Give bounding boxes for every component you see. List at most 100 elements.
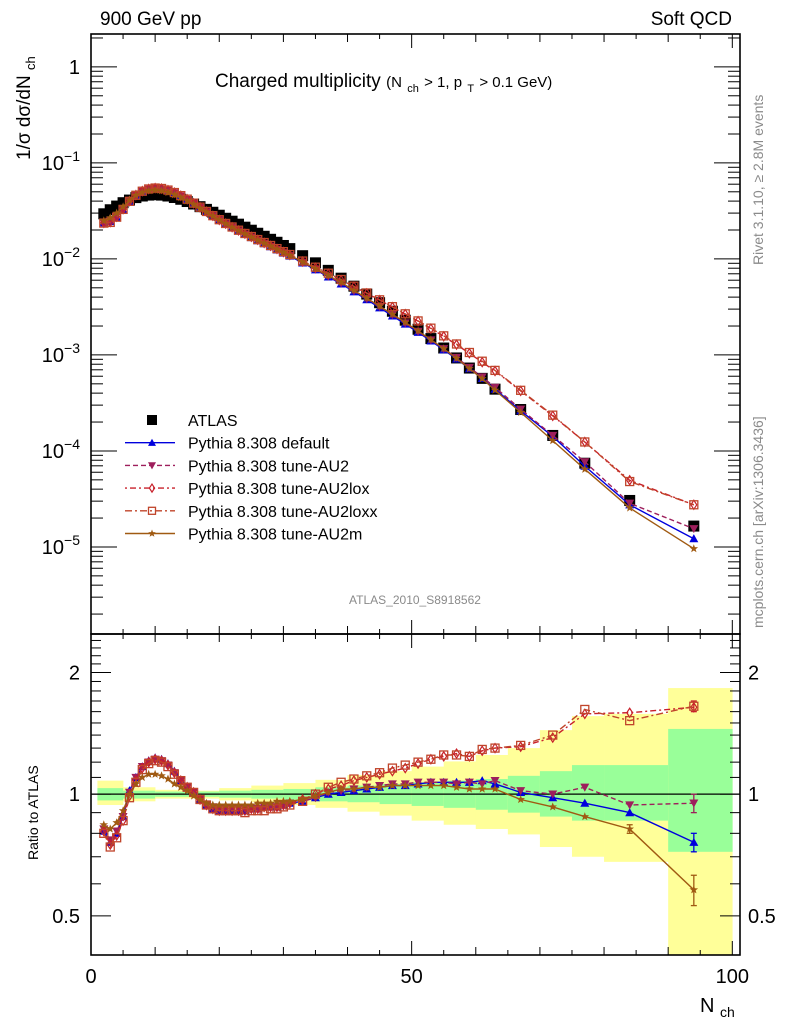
ratio-point — [272, 804, 282, 814]
legend-marker — [148, 529, 156, 537]
x-axis-label: N ch — [700, 995, 735, 1020]
ratio-point — [477, 784, 487, 793]
ratio-point — [374, 768, 385, 778]
data-point — [311, 264, 320, 273]
legend-item: Pythia 8.308 tune-AU2 — [125, 458, 349, 475]
data-point — [388, 309, 397, 318]
data-point — [516, 407, 525, 416]
ratio-point — [349, 784, 359, 793]
data-point — [272, 244, 282, 253]
ratio-point — [208, 800, 218, 809]
chart-title-cut-sub2: T — [467, 83, 474, 95]
data-point — [104, 204, 116, 216]
data-point — [253, 234, 263, 245]
data-point — [516, 385, 526, 395]
x-axis-label-text: N — [700, 995, 714, 1017]
ratio-point — [580, 783, 590, 792]
ratio-point — [477, 744, 487, 755]
ratio-point — [259, 798, 269, 807]
ratio-point — [240, 800, 250, 809]
ratio-point — [336, 784, 346, 793]
data-point — [477, 374, 487, 383]
ratio-point — [259, 806, 269, 816]
ratio-point — [131, 779, 141, 788]
ratio-point — [112, 833, 122, 843]
data-point — [336, 277, 346, 286]
data-point — [349, 285, 359, 294]
ratio-point — [279, 796, 288, 805]
data-point — [239, 221, 251, 233]
ratio-point — [516, 795, 525, 804]
data-point — [324, 271, 333, 280]
y-tick-label: 10−5 — [42, 532, 80, 559]
ratio-point — [388, 781, 397, 790]
data-point — [277, 239, 289, 251]
ratio-point — [400, 760, 410, 770]
data-point — [689, 500, 699, 510]
main-panel-series — [98, 182, 700, 553]
ratio-point — [625, 824, 634, 833]
ratio-point — [548, 802, 557, 811]
data-point — [440, 330, 448, 342]
y-tick-label: 10−3 — [42, 340, 80, 367]
legend-item: Pythia 8.308 tune-AU2loxx — [125, 504, 377, 521]
data-point — [426, 323, 436, 333]
data-point — [452, 353, 461, 362]
y-tick-label: 10−2 — [42, 244, 80, 271]
data-point — [112, 208, 121, 217]
ratio-point — [516, 740, 526, 751]
legend-label: Pythia 8.308 tune-AU2loxx — [188, 504, 377, 521]
data-point — [439, 331, 449, 341]
ratio-point — [548, 730, 558, 740]
series-line — [103, 187, 695, 530]
ratio-point — [240, 807, 250, 818]
ratio-point — [388, 765, 397, 777]
ratio-y-tick-label: 1 — [69, 784, 80, 806]
data-point — [580, 464, 590, 473]
data-point — [170, 190, 179, 199]
ratio-point — [176, 782, 186, 791]
ratio-point — [150, 756, 160, 766]
legend: ATLAS Pythia 8.308 default Pythia 8.308 tu… — [125, 413, 377, 544]
data-point — [195, 203, 205, 212]
data-point — [157, 186, 166, 195]
ratio-panel-series — [99, 700, 699, 907]
ratio-point — [105, 842, 115, 852]
ratio-point — [625, 801, 635, 810]
ratio-point — [401, 762, 409, 774]
data-point — [362, 293, 371, 302]
source-label: mcplots.cern.ch [arXiv:1306.3436] — [750, 416, 766, 628]
data-point — [265, 240, 276, 251]
ratio-point — [490, 777, 500, 786]
legend-item: Pythia 8.308 tune-AU2m — [125, 527, 362, 544]
data-point — [215, 215, 224, 224]
data-point — [400, 309, 410, 319]
ratio-point — [150, 769, 160, 778]
legend-marker — [148, 482, 156, 494]
ratio-point — [464, 778, 474, 787]
axes: 0 50 100 1 10−1 10−2 10−3 10−4 10−5 2 2 1 1 0.5 0.5 — [42, 33, 776, 988]
ratio-point — [689, 885, 699, 894]
ratio-point — [170, 779, 179, 788]
data-point — [285, 250, 295, 259]
ratio-point — [362, 771, 372, 781]
ratio-point — [426, 781, 436, 790]
ratio-point — [413, 757, 423, 767]
data-point — [106, 213, 115, 222]
ratio-point — [362, 782, 371, 791]
legend-marker — [147, 415, 157, 425]
data-point — [271, 236, 283, 248]
data-point — [278, 247, 289, 257]
stat-uncertainty-band — [604, 765, 669, 821]
legend-label: Pythia 8.308 tune-AU2 — [188, 458, 349, 475]
data-point — [265, 233, 277, 245]
ratio-point — [253, 806, 263, 816]
data-point — [202, 207, 211, 216]
data-point — [156, 189, 168, 201]
data-point — [689, 525, 699, 534]
data-point — [285, 249, 295, 260]
data-point — [182, 196, 192, 205]
y-tick-label: 10−1 — [42, 148, 80, 175]
ratio-point — [581, 708, 589, 720]
